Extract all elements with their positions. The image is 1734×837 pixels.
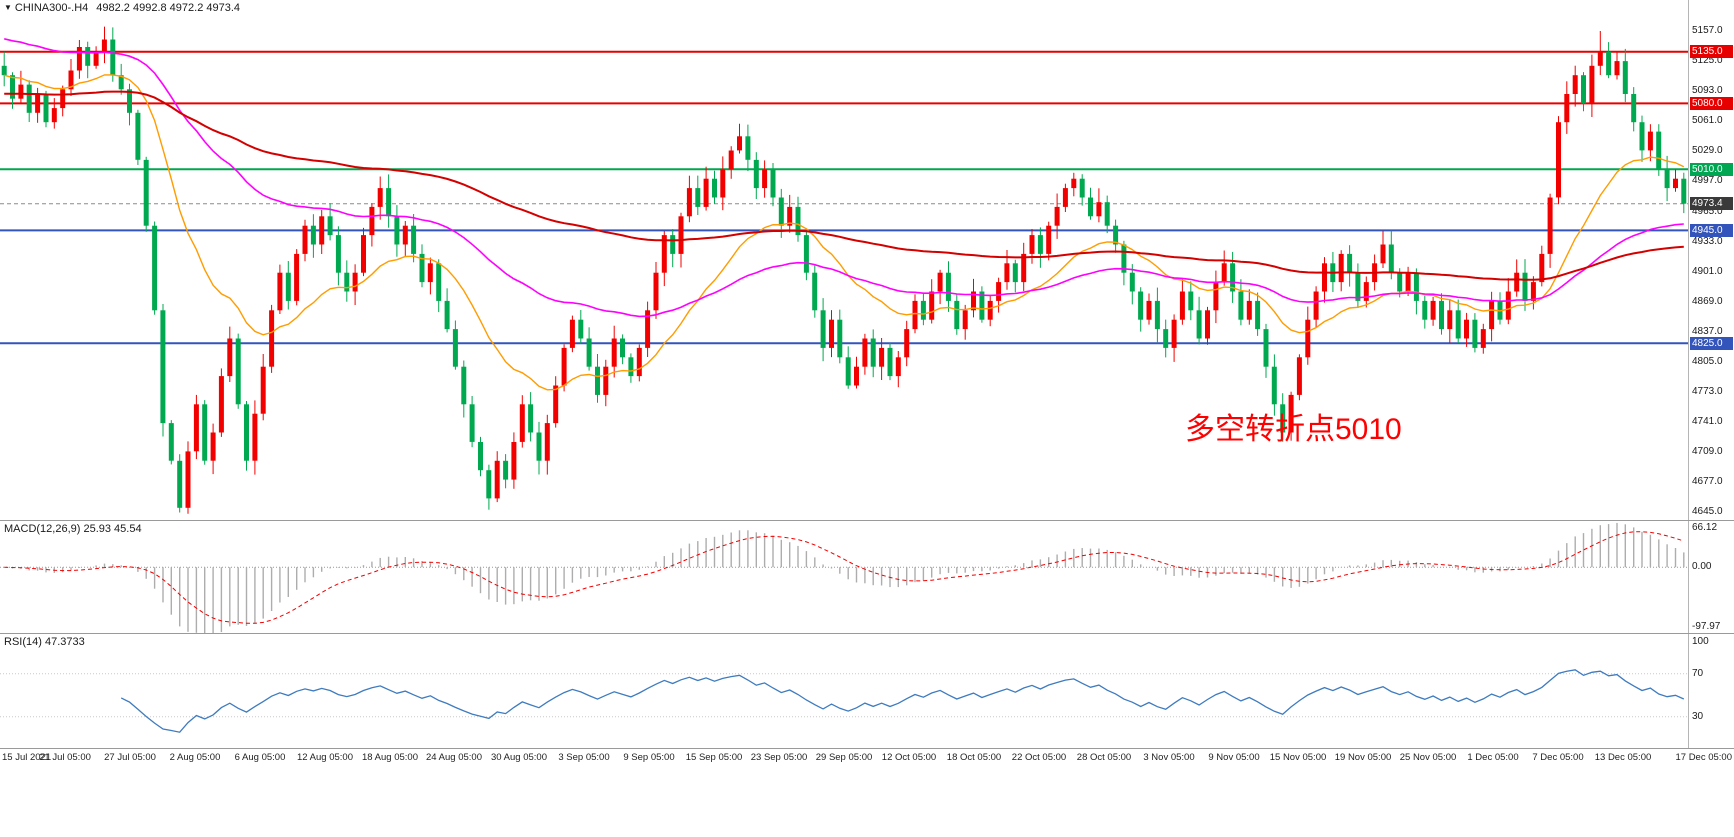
axis-tick-label: 0.00 [1692,561,1712,573]
time-tick-label: 9 Nov 05:00 [1208,752,1260,763]
chart-header: ▼ CHINA300-.H4 4982.2 4992.8 4972.2 4973.4 [4,2,240,14]
axis-tick-label: 4965.0 [1692,205,1723,217]
macd-label: MACD(12,26,9) 25.93 45.54 [4,523,142,535]
axis-tick-label: 4869.0 [1692,295,1723,307]
axis-tick-label: 4997.0 [1692,175,1723,187]
macd-histogram [11,522,1685,634]
rsi-label: RSI(14) 47.3733 [4,636,85,648]
time-tick-label: 21 Jul 05:00 [39,752,91,763]
macd-panel[interactable]: MACD(12,26,9) 25.93 45.54 66.12 0.00 -97.9… [0,520,1734,634]
macd-axis[interactable]: 66.12 0.00 -97.97 [1688,521,1734,634]
time-tick-label: 3 Nov 05:00 [1143,752,1195,763]
axis-tick-label: 4677.0 [1692,476,1723,488]
time-tick-label: 3 Sep 05:00 [558,752,610,763]
rsi-axis[interactable]: 100 70 30 [1688,634,1734,749]
time-tick-label: 17 Dec 05:00 [1675,752,1732,763]
time-tick-label: 24 Aug 05:00 [426,752,482,763]
time-tick-label: 15 Sep 05:00 [685,752,743,763]
axis-tick-label: 4773.0 [1692,386,1723,398]
time-tick-label: 9 Sep 05:00 [623,752,675,763]
time-tick-label: 6 Aug 05:00 [234,752,286,763]
axis-tick-label: 5029.0 [1692,145,1723,157]
time-tick-label: 15 Nov 05:00 [1269,752,1327,763]
time-tick-label: 27 Jul 05:00 [104,752,156,763]
time-tick-label: 15 Jul 2021 [2,752,52,763]
price-chart-panel[interactable]: ▼ CHINA300-.H4 4982.2 4992.8 4972.2 4973.4… [0,0,1734,520]
time-tick-label: 29 Sep 05:00 [815,752,873,763]
current-price-badge: 4973.4 [1690,197,1733,211]
time-tick-label: 22 Oct 05:00 [1011,752,1067,763]
axis-tick-label: 100 [1692,635,1709,647]
time-tick-label: 13 Dec 05:00 [1594,752,1652,763]
time-tick-label: 18 Aug 05:00 [362,752,418,763]
axis-tick-label: 4805.0 [1692,356,1723,368]
time-tick-label: 23 Sep 05:00 [750,752,808,763]
macd-chart[interactable] [0,521,1688,634]
time-tick-label: 28 Oct 05:00 [1076,752,1132,763]
price-level-badge: 4825.0 [1690,336,1733,350]
axis-tick-label: 66.12 [1692,522,1718,533]
rsi-header: RSI(14) 47.3733 [4,636,85,648]
axis-tick-label: -97.97 [1692,621,1721,632]
price-level-badge: 5010.0 [1690,162,1733,176]
axis-tick-label: 4645.0 [1692,506,1723,518]
macd-signal-line [4,531,1684,624]
axis-tick-label: 4901.0 [1692,265,1723,277]
time-tick-label: 7 Dec 05:00 [1532,752,1584,763]
axis-tick-label: 30 [1692,710,1704,722]
ma-slow-red-line [4,90,1684,281]
time-tick-label: 12 Oct 05:00 [881,752,937,763]
time-tick-label: 19 Nov 05:00 [1334,752,1392,763]
time-tick-label: 25 Nov 05:00 [1399,752,1457,763]
level-lines [0,50,1688,345]
time-tick-label: 1 Dec 05:00 [1467,752,1519,763]
candlestick-chart[interactable] [0,0,1688,520]
ma-fast-orange-line [4,74,1685,391]
axis-tick-label: 4709.0 [1692,446,1723,458]
macd-header: MACD(12,26,9) 25.93 45.54 [4,523,142,535]
price-axis[interactable]: 5157.0 5125.0 5093.0 5061.0 5029.0 4997.0 4965… [1688,0,1734,520]
ma-mid-magenta-line [4,38,1684,318]
price-level-badge: 5080.0 [1690,96,1733,110]
symbol-timeframe-label: CHINA300-.H4 [14,2,89,14]
price-level-badge: 4945.0 [1690,223,1733,237]
time-tick-label: 30 Aug 05:00 [491,752,547,763]
time-tick-label: 2 Aug 05:00 [169,752,221,763]
axis-tick-label: 5125.0 [1692,55,1723,67]
axis-tick-label: 4933.0 [1692,235,1723,247]
candle-series[interactable] [1,26,1687,514]
axis-tick-label: 4837.0 [1692,325,1723,337]
ohlc-values: 4982.2 4992.8 4972.2 4973.4 [96,2,241,14]
chart-annotation-text[interactable]: 多空转折点5010 [1185,413,1402,446]
rsi-panel[interactable]: RSI(14) 47.3733 100 70 30 [0,633,1734,749]
rsi-line [120,669,1685,733]
symbol-dropdown-icon[interactable]: ▼ [4,3,12,12]
price-level-badge: 5135.0 [1690,45,1733,59]
axis-tick-label: 5157.0 [1692,25,1723,37]
time-tick-label: 18 Oct 05:00 [946,752,1002,763]
axis-tick-label: 5093.0 [1692,85,1723,97]
axis-tick-label: 4741.0 [1692,416,1723,428]
axis-tick-label: 5061.0 [1692,115,1723,127]
time-axis[interactable]: 15 Jul 2021 21 Jul 05:00 27 Jul 05:00 2 Aug… [0,748,1734,771]
rsi-chart[interactable] [0,634,1688,749]
axis-tick-label: 70 [1692,667,1704,679]
time-tick-label: 12 Aug 05:00 [297,752,353,763]
